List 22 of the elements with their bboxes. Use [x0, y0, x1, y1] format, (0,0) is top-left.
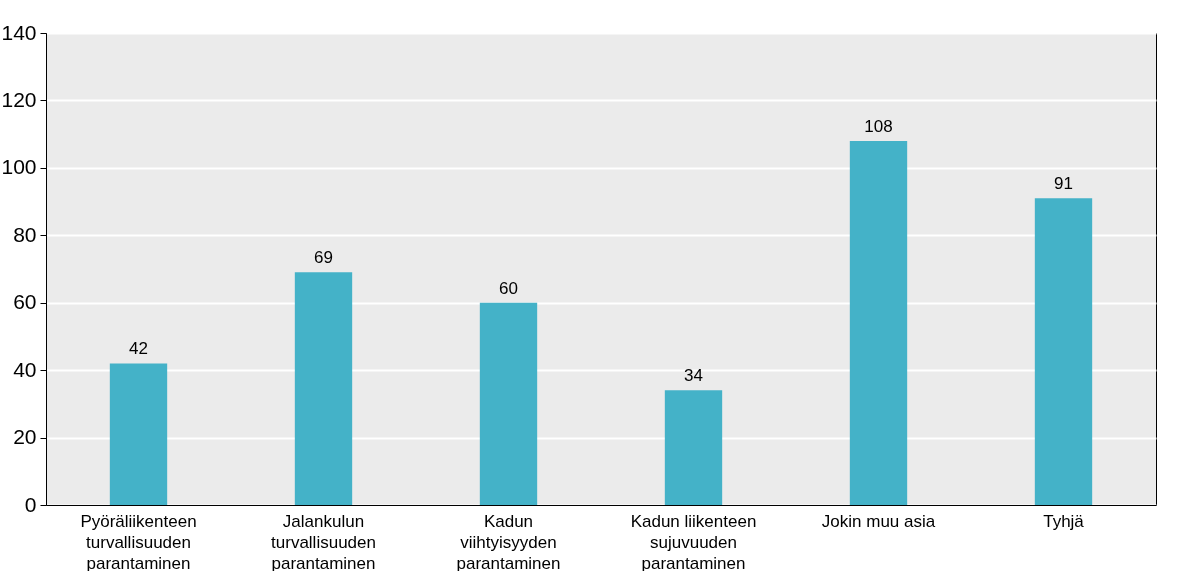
bar [479, 302, 538, 505]
x-tick-label: Tyhjä [1043, 511, 1085, 531]
bar [1034, 198, 1093, 505]
y-tick-label: 120 [1, 87, 37, 111]
y-tick-label: 60 [13, 290, 37, 314]
data-label: 60 [499, 278, 518, 298]
data-label: 42 [129, 339, 148, 359]
bar [109, 363, 168, 505]
data-label: 91 [1054, 174, 1073, 194]
y-tick-label: 100 [1, 155, 37, 179]
data-label: 108 [864, 116, 893, 136]
y-tick-label: 80 [13, 222, 37, 246]
bar [294, 272, 353, 505]
bar [849, 140, 908, 505]
data-label: 34 [684, 366, 703, 386]
bar [664, 390, 723, 505]
data-label: 69 [314, 248, 333, 268]
y-tick-label: 20 [13, 425, 37, 449]
y-tick-label: 140 [1, 20, 37, 44]
y-tick-label: 0 [24, 492, 37, 516]
x-tick-label: Jokin muu asia [821, 511, 936, 531]
y-tick-label: 40 [13, 357, 37, 381]
